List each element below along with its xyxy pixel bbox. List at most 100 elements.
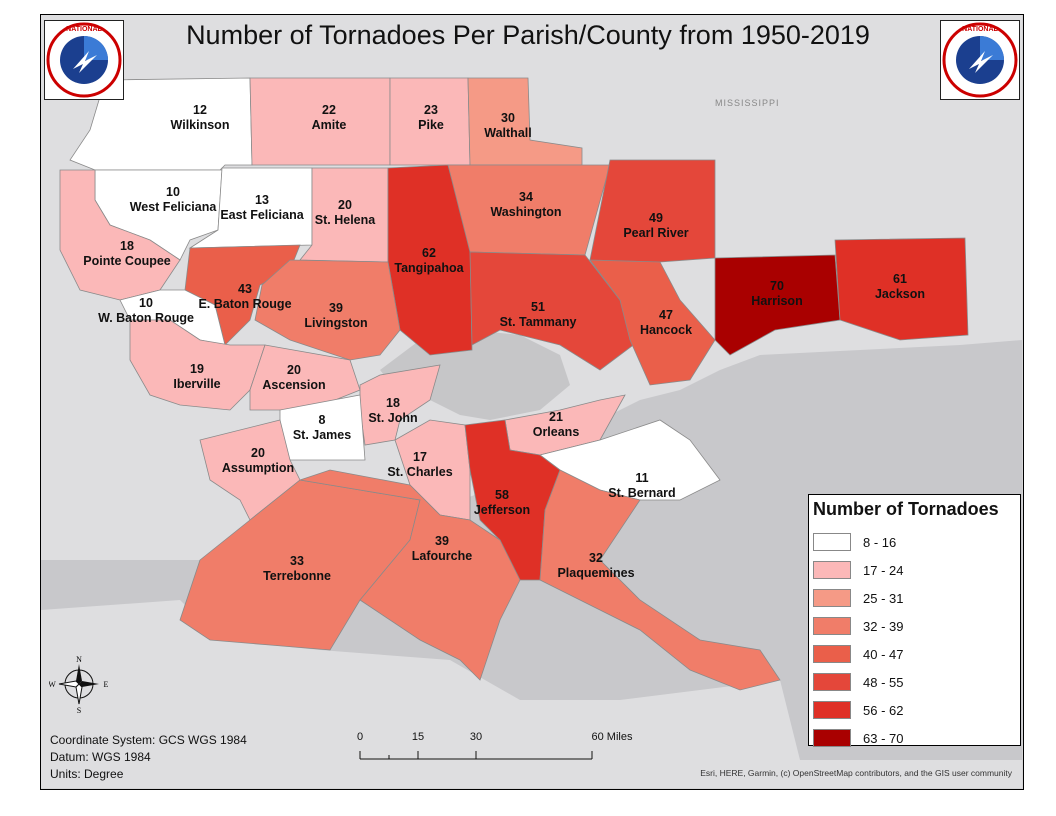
parish-count: 11 [635,471,649,485]
parish-count: 43 [238,282,252,296]
parish-label-orleans: 21 Orleans [533,410,580,440]
parish-count: 47 [659,308,673,322]
parish-label-assumption: 20 Assumption [222,446,294,476]
parish-name: Iberville [173,377,221,391]
parish-name: Livingston [304,316,368,330]
coordinate-system: Coordinate System: GCS WGS 1984 [50,733,247,747]
north-arrow-icon: N S W E [48,655,109,715]
legend-label: 25 - 31 [863,591,904,606]
parish-count: 20 [338,198,352,212]
parish-count: 10 [139,296,153,310]
parish-name: Pearl River [623,226,689,240]
units: Units: Degree [50,767,124,781]
compass: N S W E [48,654,109,715]
nws-logo-icon: NATIONAL [46,22,122,98]
parish-count: 20 [287,363,301,377]
parish-count: 13 [255,193,269,207]
parish-label-st-john: 18 St. John [368,396,417,426]
parish-label-lafourche: 39 Lafourche [412,534,472,564]
legend-swatch [813,589,851,607]
legend-label: 56 - 62 [863,703,904,718]
parish-count: 8 [318,413,326,427]
parish-label-tangipahoa: 62 Tangipahoa [394,246,463,276]
legend-label: 17 - 24 [863,563,904,578]
parish-label-washington: 34 Washington [490,190,561,220]
parish-count: 21 [549,410,563,424]
legend-label: 32 - 39 [863,619,904,634]
parish-name: St. Helena [314,213,376,227]
scale-bar-line [359,751,593,760]
parish-name: Walthall [484,126,532,140]
parish-name: E. Baton Rouge [198,297,292,311]
legend-label: 40 - 47 [863,647,904,662]
parish-name: Pike [418,118,444,132]
parish-count: 10 [166,185,180,199]
parish-label-plaquemines: 32 Plaquemines [557,551,634,581]
compass-n: N [76,655,82,664]
legend-item: 48 - 55 [813,673,1013,693]
parish-name: St. Bernard [608,486,676,500]
parish-count: 18 [386,396,400,410]
legend-swatch [813,533,851,551]
parish-name: W. Baton Rouge [98,311,194,325]
legend-item: 63 - 70 [813,729,1013,749]
compass-s: S [77,706,81,714]
legend-item: 17 - 24 [813,561,1013,581]
parish-count: 30 [501,111,515,125]
parish-count: 18 [120,239,134,253]
parish-count: 17 [413,450,427,464]
scale-bar: 0 15 30 60 Miles [355,731,655,765]
parish-count: 61 [893,272,907,286]
legend-label: 8 - 16 [863,535,897,550]
legend-item: 40 - 47 [813,645,1013,665]
compass-e: E [104,680,109,689]
parish-name: Jackson [874,287,926,301]
parish-name: Pointe Coupee [83,254,171,268]
parish-label-pearl-river: 49 Pearl River [623,211,688,241]
parish-jackson [834,237,969,341]
parish-label-e-baton-rouge: 43 E. Baton Rouge [198,282,291,312]
parish-name: Amite [311,118,347,132]
parish-name: Plaquemines [557,566,635,580]
scale-tick: 15 [411,731,425,743]
parish-name: Ascension [262,378,326,392]
parish-name: St. James [292,428,352,442]
parish-label-terrebonne: 33 Terrebonne [263,554,331,584]
parish-count: 39 [329,301,343,315]
parish-label-east-feliciana: 13 East Feliciana [220,193,303,223]
parish-count: 19 [190,362,204,376]
legend: Number of Tornadoes 8 - 16 17 - 24 25 - 31… [808,494,1021,749]
parish-name: Orleans [532,425,580,439]
parish-label-st-helena: 20 St. Helena [315,198,375,228]
legend-swatch [813,729,851,747]
parish-lafourche [299,469,521,681]
parish-harrison [714,254,841,356]
legend-swatch [813,617,851,635]
parish-count: 70 [770,279,784,293]
legend-label: 63 - 70 [863,731,904,746]
parish-label-pointe-coupee: 18 Pointe Coupee [83,239,171,269]
parish-plaquemines [539,469,781,691]
legend-title: Number of Tornadoes [813,499,999,519]
parish-name: Wilkinson [170,118,230,132]
parish-name: Harrison [751,294,803,308]
parish-count: 12 [193,103,207,117]
legend-item: 32 - 39 [813,617,1013,637]
parish-name: Washington [490,205,562,219]
parish-label-st-james: 8 St. James [293,413,351,443]
parish-count: 51 [531,300,545,314]
parish-name: East Feliciana [220,208,304,222]
datum: Datum: WGS 1984 [50,750,151,764]
parish-name: West Feliciana [129,200,217,214]
parish-count: 22 [322,103,336,117]
parish-label-st-bernard: 11 St. Bernard [608,471,675,501]
state-label: MISSISSIPPI [715,98,780,108]
legend-label: 48 - 55 [863,675,904,690]
parish-pointe-coupee [59,169,181,301]
parish-name: Lafourche [411,549,473,563]
parish-label-st-tammany: 51 St. Tammany [500,300,577,330]
scale-tick: 60 Miles [591,731,633,743]
map-info: Coordinate System: GCS WGS 1984 Datum: W… [50,732,247,783]
legend-swatch [813,673,851,691]
legend-item: 8 - 16 [813,533,1013,553]
